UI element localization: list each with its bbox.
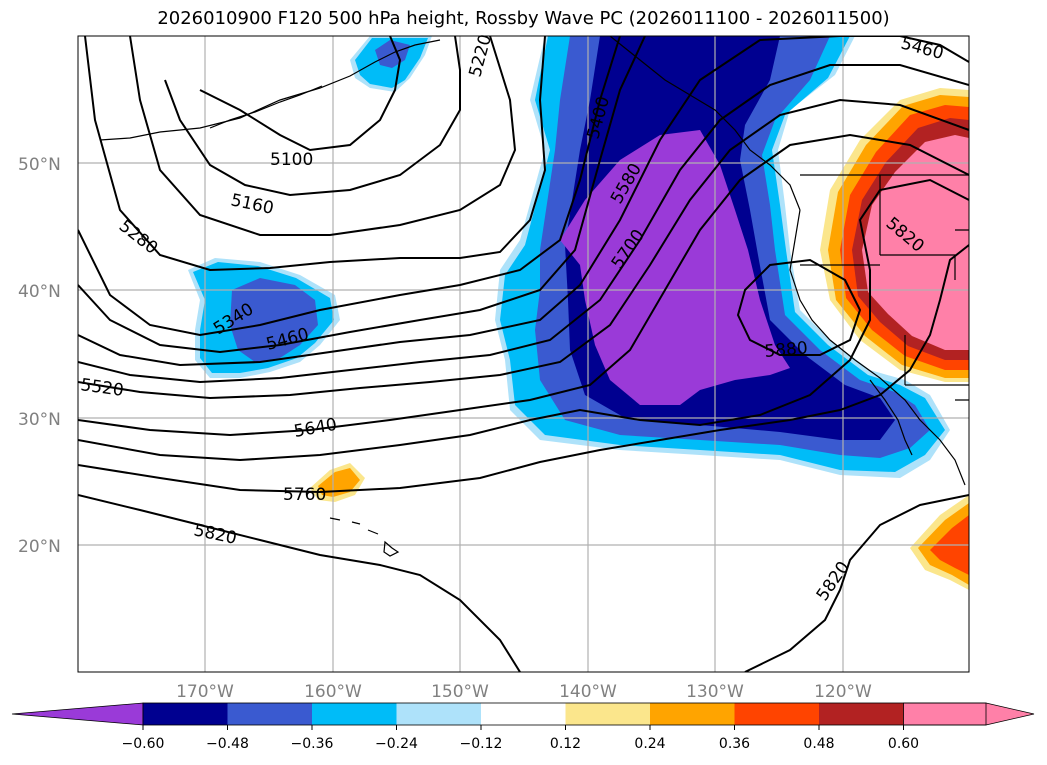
colorbar-extend-low — [11, 702, 144, 726]
contour-5760 — [78, 244, 969, 494]
shade-alaska-036 — [375, 40, 410, 68]
colorbar-label-p012: 0.12 — [550, 736, 581, 752]
bc-coast — [609, 36, 801, 211]
colorbar-seg-p048 — [819, 703, 904, 725]
contour-5880 — [736, 258, 862, 356]
us-west-coast — [789, 209, 966, 486]
colorbar-label-m048: −0.48 — [206, 736, 249, 752]
contour-5400 — [78, 36, 646, 354]
lon-label-160w: 160°W — [304, 682, 362, 702]
contour-5700 — [78, 178, 969, 462]
map-frame — [77, 35, 970, 673]
contour-5820-east — [744, 494, 969, 672]
shade-neg-060 — [560, 130, 790, 405]
contour-label-5880: 5880 — [764, 338, 809, 362]
colorbar-label-m012: −0.12 — [460, 736, 503, 752]
lon-label-130w: 130°W — [686, 682, 744, 702]
contour-5340 — [78, 36, 621, 337]
colorbar-seg-p024 — [650, 703, 735, 725]
colorbar-seg-m024 — [312, 703, 397, 725]
contour-5820-west — [78, 494, 521, 672]
aleutian-islands — [209, 85, 323, 129]
lat-label-40n: 40°N — [18, 282, 61, 302]
lat-label-20n: 20°N — [18, 537, 61, 557]
colorbar-seg-p012 — [565, 703, 650, 725]
contour-5520 — [78, 64, 969, 384]
contour-5640 — [78, 133, 969, 437]
coastlines — [99, 36, 969, 557]
latitude-labels: 50°N 40°N 30°N 20°N — [18, 155, 61, 557]
longitude-labels: 170°W 160°W 150°W 140°W 130°W 120°W — [176, 682, 872, 702]
contour-5580 — [78, 98, 969, 400]
colorbar-label-m024: −0.24 — [375, 736, 418, 752]
lat-label-30n: 30°N — [18, 410, 61, 430]
hawaii-islands — [329, 517, 400, 557]
colorbar-seg-zero — [481, 703, 566, 725]
contour-5220 — [129, 36, 517, 236]
colorbar-ticks — [142, 725, 904, 730]
height-contours — [78, 36, 969, 672]
colorbar-seg-p036 — [734, 703, 819, 725]
colorbar-label-m060: −0.60 — [122, 736, 165, 752]
graticule — [78, 36, 969, 672]
contour-5160 — [164, 36, 461, 197]
baja-coast — [869, 379, 913, 456]
colorbar-label-p024: 0.24 — [634, 736, 665, 752]
colorbar-label-p060: 0.60 — [888, 736, 919, 752]
shade-cpac-036 — [230, 278, 318, 362]
colorbar-label-m036: −0.36 — [291, 736, 334, 752]
alaska-coast — [99, 39, 441, 141]
map-title: 2026010900 F120 500 hPa height, Rossby W… — [157, 8, 890, 29]
lat-label-50n: 50°N — [18, 155, 61, 175]
contour-label-5760: 5760 — [283, 485, 326, 505]
contour-5460 — [78, 36, 969, 367]
contour-5100 — [199, 36, 402, 152]
lon-label-150w: 150°W — [431, 682, 489, 702]
colorbar: −0.60 −0.48 −0.36 −0.24 −0.12 0.12 0.24 … — [11, 702, 1035, 752]
colorbar-label-p048: 0.48 — [803, 736, 834, 752]
lon-label-120w: 120°W — [814, 682, 872, 702]
colorbar-frame — [142, 702, 987, 726]
lon-label-140w: 140°W — [559, 682, 617, 702]
colorbar-extend-high — [903, 702, 1035, 726]
colorbar-seg-m036 — [227, 703, 312, 725]
contour-label-5100: 5100 — [270, 150, 313, 170]
lon-label-170w: 170°W — [176, 682, 234, 702]
colorbar-seg-m048 — [143, 703, 228, 725]
colorbar-seg-m012 — [396, 703, 481, 725]
contour-5280 — [84, 36, 547, 272]
colorbar-label-p036: 0.36 — [719, 736, 750, 752]
